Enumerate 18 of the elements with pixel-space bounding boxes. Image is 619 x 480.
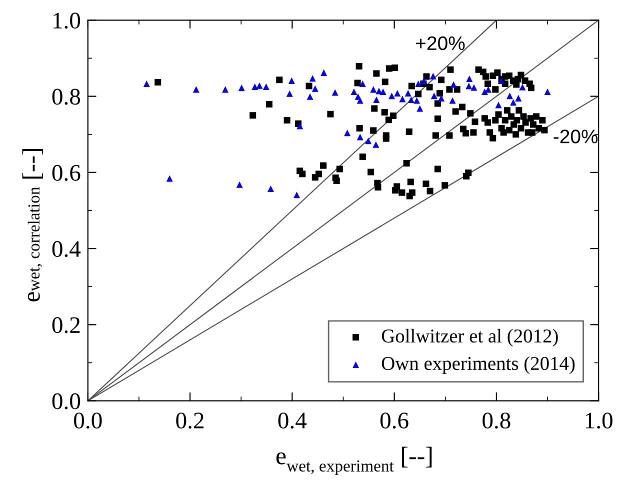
annotation: -20% [554, 130, 598, 144]
y-tick-label: 0.0 [52, 393, 80, 410]
y-tick-label: 0.8 [52, 88, 80, 105]
x-tick-label: 0.0 [74, 412, 102, 429]
y-tick-label: 0.2 [52, 317, 80, 334]
x-tick-label: 0.8 [482, 412, 510, 429]
x-tick-label: 0.4 [278, 412, 307, 429]
x-tick-label: 0.2 [176, 412, 204, 429]
x-tick-label: 1.0 [586, 412, 612, 429]
x-axis-title: ewet, experiment [--] [276, 446, 432, 475]
x-tick-label: 0.6 [380, 412, 408, 429]
y-tick-label: 1.0 [54, 12, 80, 29]
legend-label: Own experiments (2014) [382, 356, 575, 374]
y-tick-label: 0.4 [52, 241, 81, 258]
y-tick-label: 0.6 [52, 164, 80, 181]
annotation: +20% [416, 36, 465, 50]
y-axis-title: ewet, correlation [--] [22, 149, 43, 302]
legend-label: Gollwitzer et al (2012) [382, 328, 558, 347]
